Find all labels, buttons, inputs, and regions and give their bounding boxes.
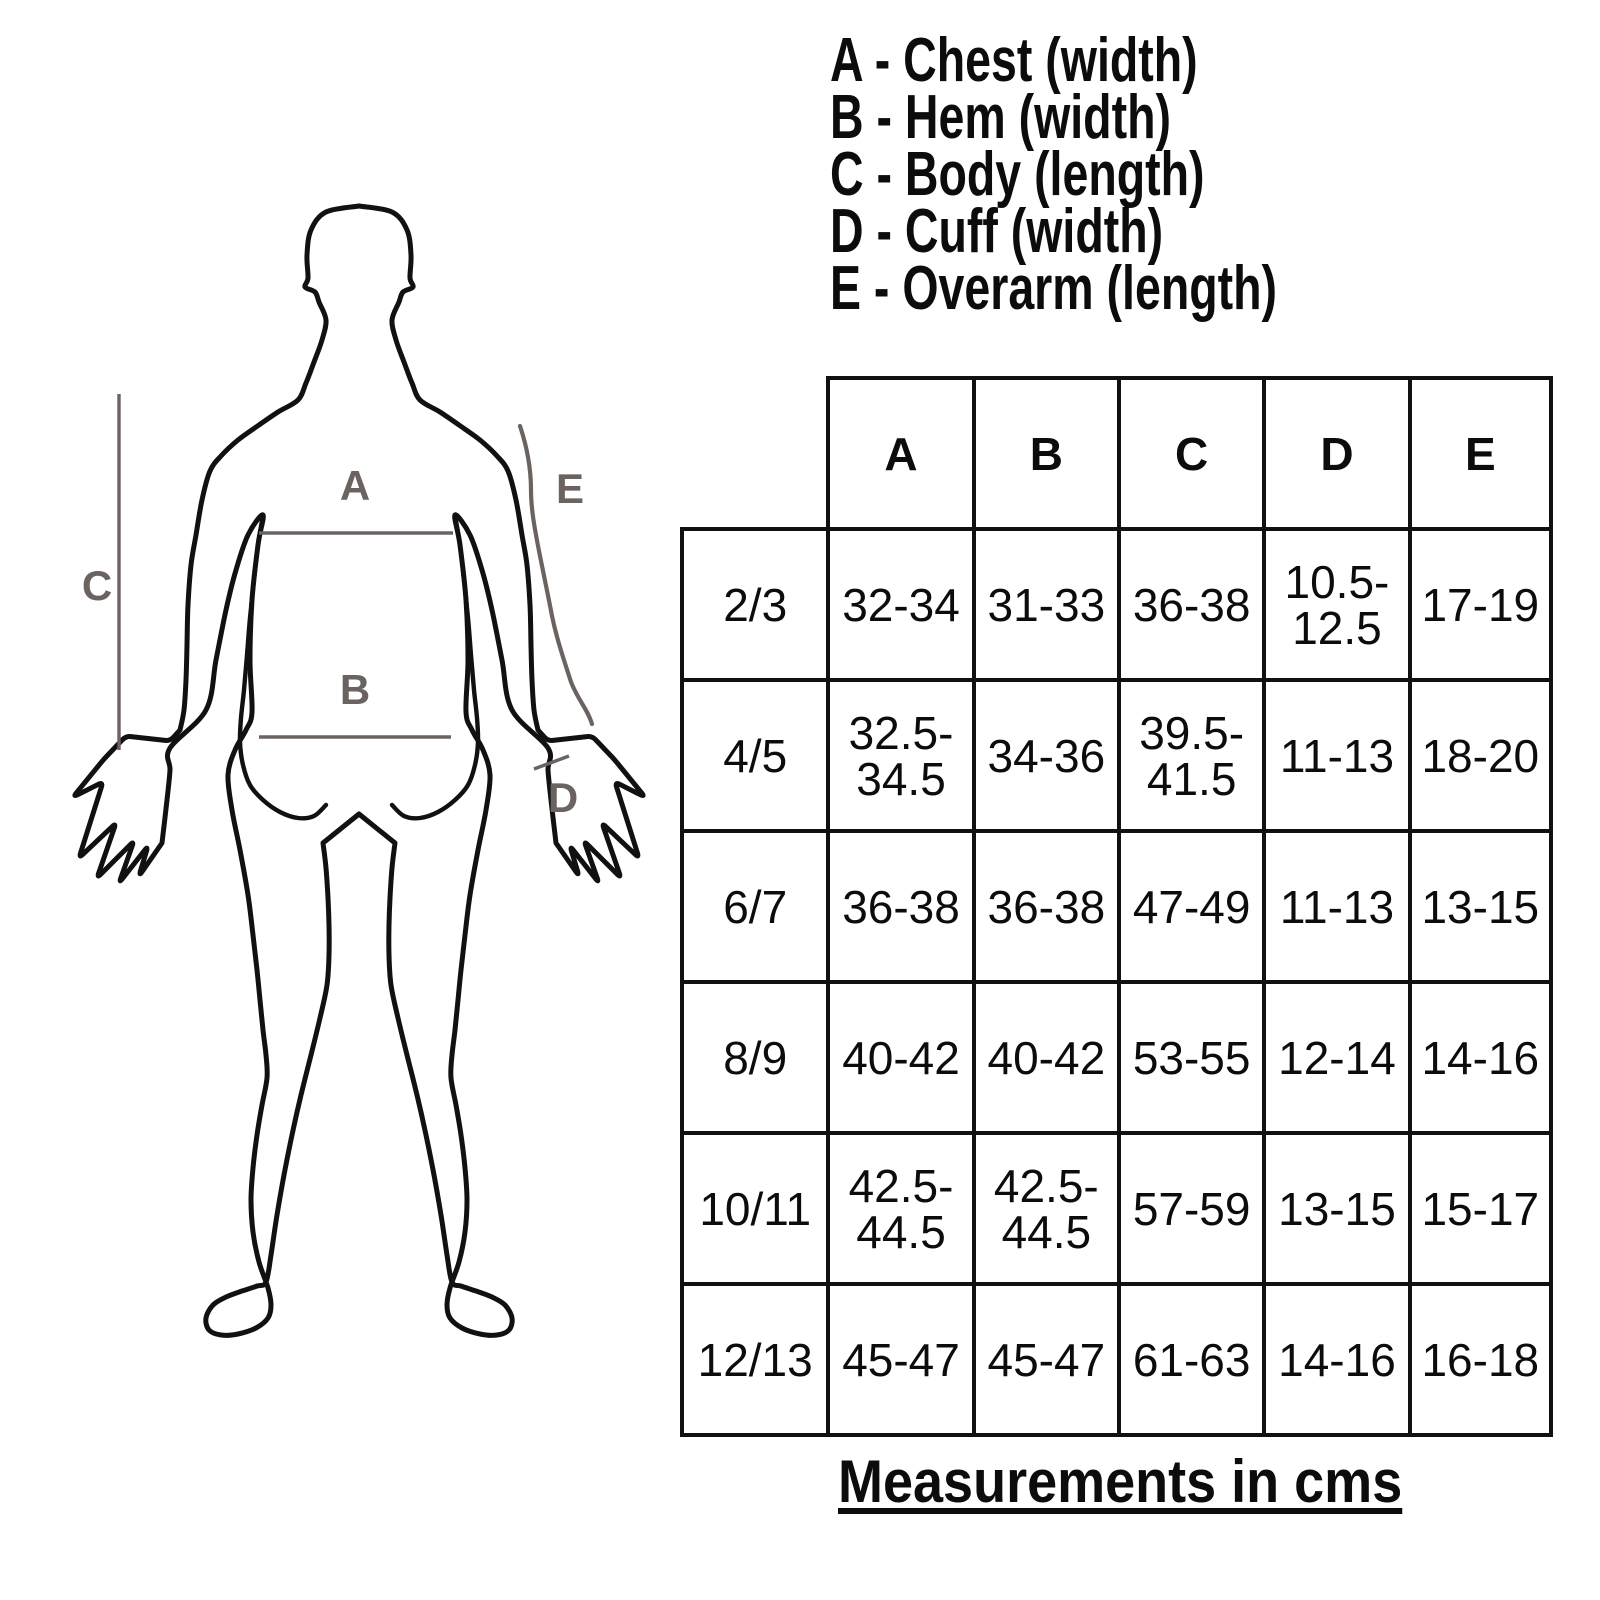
svg-text:E: E (556, 465, 584, 512)
svg-text:A: A (340, 462, 370, 509)
svg-text:C: C (82, 562, 112, 609)
svg-text:D: D (548, 774, 578, 821)
svg-text:B: B (340, 666, 370, 713)
